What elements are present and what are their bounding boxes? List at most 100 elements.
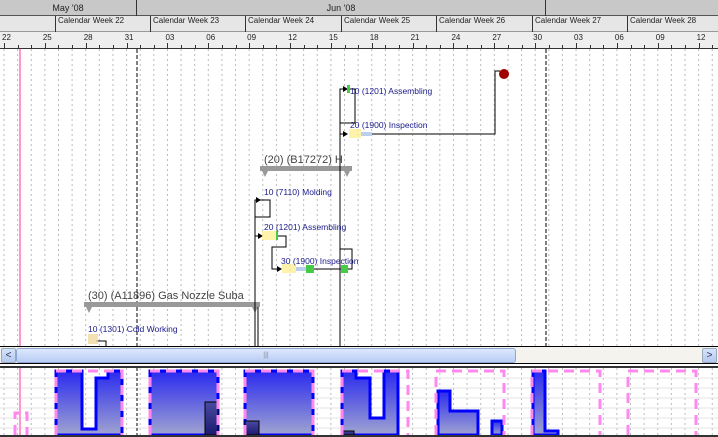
day-label: 18 [369,33,379,42]
day-tick [153,45,155,48]
month-may: May '08 [0,0,137,16]
day-tick [698,43,700,48]
day-label: 12 [696,33,706,42]
load-week-26b [490,419,504,435]
day-tick [249,43,251,48]
task-label-assembling-top[interactable]: 10 (1201) Assembling [350,86,433,96]
overload-bar [204,401,219,435]
week-23: Calendar Week 23 [150,16,219,32]
task-label-inspection-top[interactable]: 20 (1900) Inspection [350,120,428,130]
day-tick [453,43,455,48]
task-bar-assembling[interactable] [276,231,278,240]
month-header: May '08 Jun '08 [0,0,718,16]
day-tick [208,43,210,48]
day-tick [562,45,564,48]
task-label-assembling[interactable]: 20 (1201) Assembling [264,222,347,232]
day-label: 28 [83,33,93,42]
day-tick [644,45,646,48]
day-tick [439,45,441,48]
scroll-left-button[interactable]: < [1,348,16,363]
day-tick [167,43,169,48]
task-bar-inspection-top-wait[interactable] [349,129,361,138]
day-tick [712,45,714,48]
summary-bar-b17272[interactable] [260,166,352,177]
gantt-chart[interactable]: 10 (1201) Assembling 20 (1900) Inspectio… [0,49,718,346]
day-label: 03 [165,33,175,42]
day-tick [657,43,659,48]
day-tick [371,43,373,48]
day-label: 30 [533,33,543,42]
day-tick [330,43,332,48]
day-tick [44,43,46,48]
scroll-right-button[interactable]: > [702,348,717,363]
task-bar-inspection-end[interactable] [341,265,348,273]
load-week-26a [436,389,480,435]
milestone-end[interactable] [499,69,509,79]
day-tick [385,45,387,48]
task-bar-assembling-wait[interactable] [262,231,276,240]
load-bars [54,369,560,435]
load-week-25 [340,369,400,435]
capacity-histogram [0,366,718,437]
task-bar-inspection-run[interactable] [306,265,314,273]
day-tick [548,45,550,48]
day-label: 22 [2,33,11,42]
day-tick [140,45,142,48]
day-label: 06 [206,33,216,42]
summary-label-b17272[interactable]: (20) (B17272) H [264,154,343,166]
day-tick [467,45,469,48]
task-label-cold-working[interactable]: 10 (1301) Cold Working [88,324,178,334]
horizontal-scrollbar[interactable]: < ||| > [0,346,718,364]
day-tick [630,45,632,48]
day-label: 27 [492,33,502,42]
day-label: 24 [451,33,461,42]
day-tick [72,45,74,48]
task-bar-inspection-top[interactable] [361,132,372,136]
month-jun: Jun '08 [137,0,546,16]
day-tick [262,45,264,48]
day-tick [589,45,591,48]
day-tick [235,45,237,48]
day-tick [358,45,360,48]
week-22: Calendar Week 22 [55,16,124,32]
scroll-thumb[interactable]: ||| [16,348,516,363]
day-tick [276,45,278,48]
summary-bar-a11896[interactable] [84,302,260,313]
week-header: Calendar Week 22 Calendar Week 23 Calend… [0,16,718,32]
day-tick [181,45,183,48]
summary-label-a11896[interactable]: (30) (A11896) Gas Nozzle Suba [88,290,244,302]
task-label-inspection[interactable]: 30 (1900) Inspection [281,256,359,266]
day-label: 09 [247,33,257,42]
day-tick [4,43,5,48]
day-tick [58,45,60,48]
day-tick [616,43,618,48]
day-tick [194,45,196,48]
day-tick [221,45,223,48]
day-tick [671,45,673,48]
task-bar-assembling-top[interactable] [347,85,350,93]
day-tick [603,45,605,48]
day-tick [507,45,509,48]
week-25: Calendar Week 25 [341,16,410,32]
task-label-molding[interactable]: 10 (7110) Molding [264,187,332,197]
day-tick [303,45,305,48]
day-tick [344,45,346,48]
day-label: 25 [42,33,52,42]
day-tick [494,43,496,48]
load-week-27 [531,369,560,435]
overload-bar [341,430,355,435]
histogram-canvas [0,368,718,435]
day-tick [480,45,482,48]
day-label: 09 [655,33,665,42]
link-arrows [256,86,348,272]
day-tick [85,43,87,48]
day-tick [685,45,686,48]
day-tick [412,43,414,48]
day-label: 06 [614,33,624,42]
day-tick [426,45,428,48]
task-bar-cold-working[interactable] [88,334,98,344]
task-bar-inspection[interactable] [296,267,306,271]
task-bar-inspection-wait[interactable] [282,264,296,273]
month-jul [546,0,718,16]
day-header: 22 25 28 31 03 06 09 12 15 18 21 24 27 30 03 06 09 12 [0,32,718,49]
